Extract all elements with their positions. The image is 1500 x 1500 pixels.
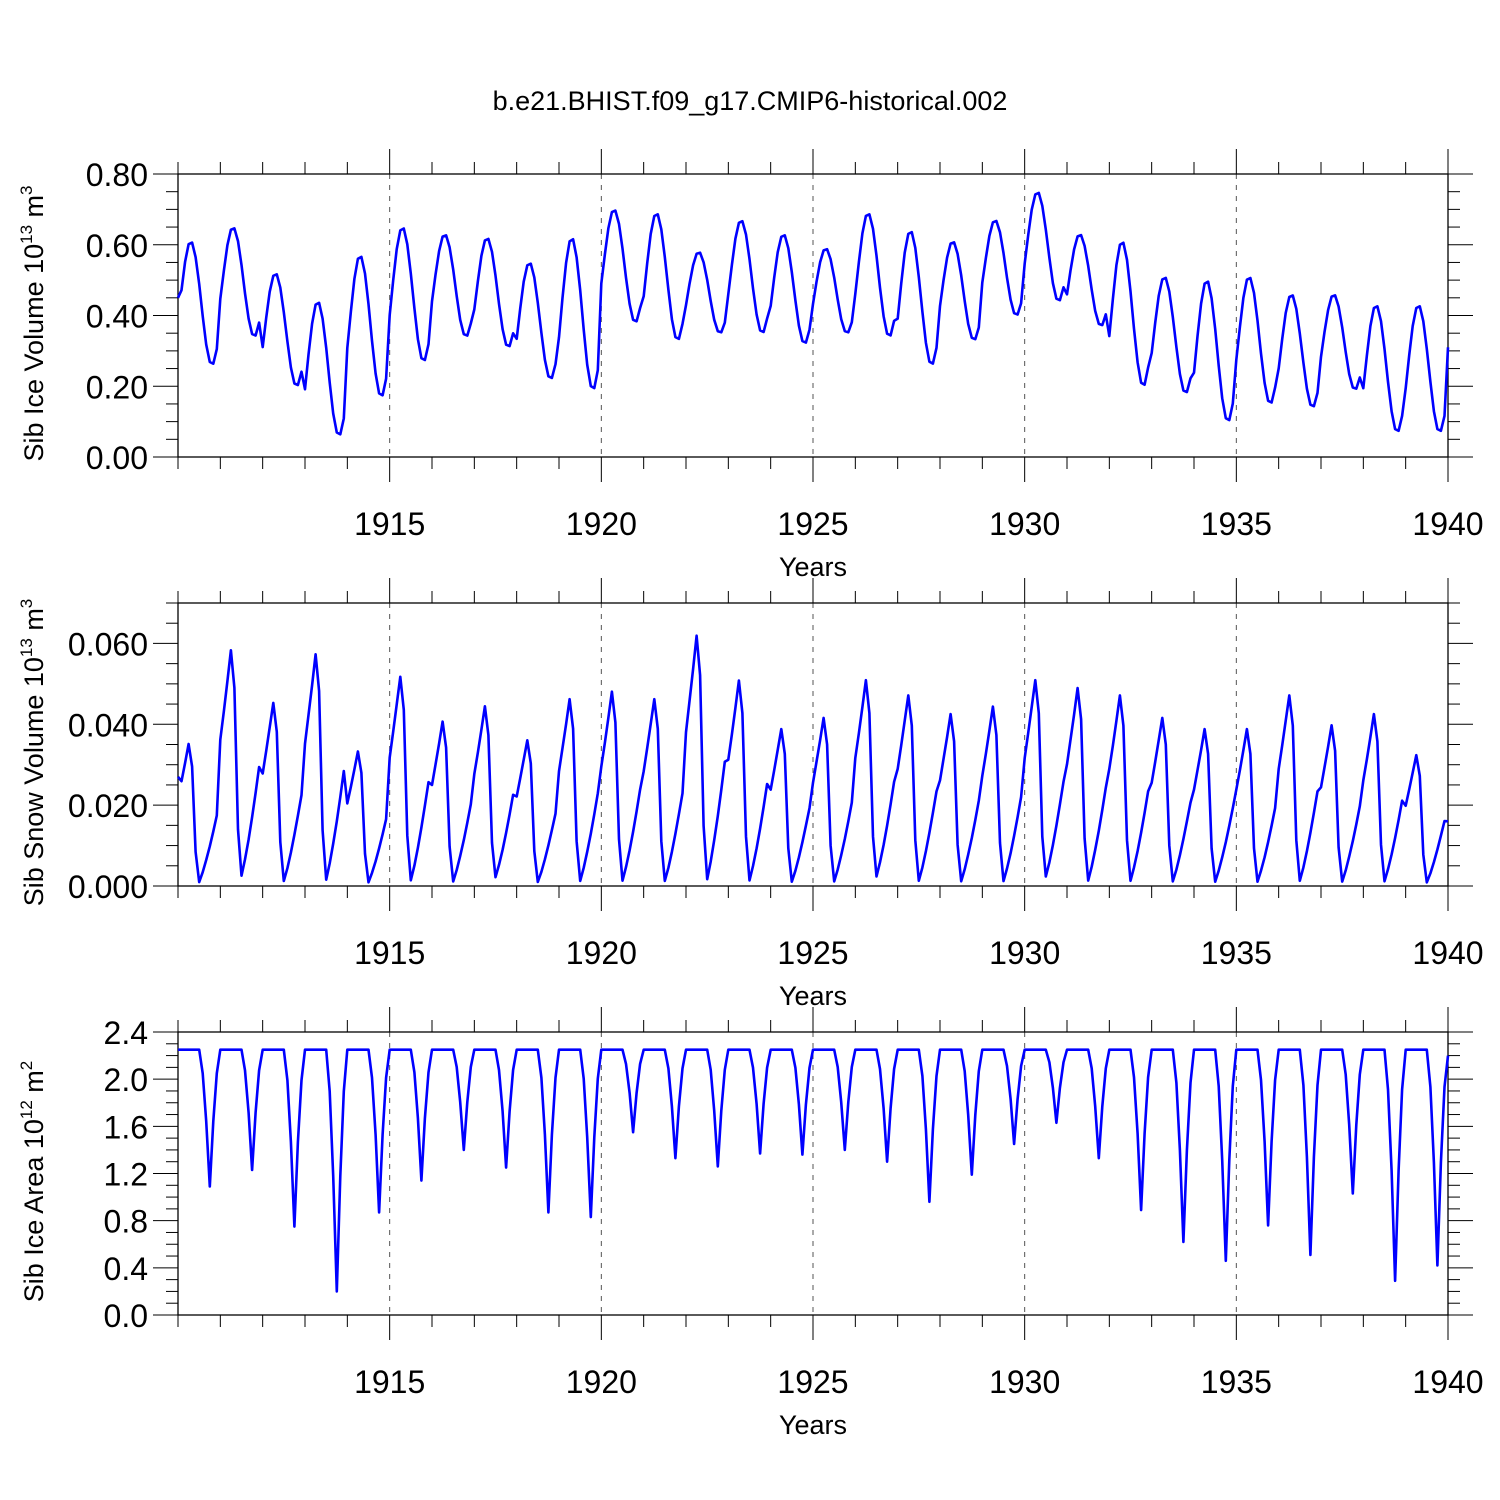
- x-tick-label: 1930: [989, 1364, 1060, 1400]
- y-tick-label: 0.8: [104, 1204, 148, 1240]
- series-line: [176, 191, 1450, 436]
- panels: 0.00 0.20 0.40 0.60 0.80 1915 1920 1925 1930 1935…: [17, 149, 1484, 1440]
- x-tick-label: 1930: [989, 506, 1060, 542]
- y-tick-label: 0.0: [104, 1298, 148, 1334]
- x-axis-label: Years: [779, 552, 847, 582]
- chart-panel-1: 0.00 0.20 0.40 0.60 0.80 1915 1920 1925 1930 1935…: [17, 149, 1484, 582]
- x-tick-label: 1935: [1201, 506, 1272, 542]
- y-tick-label: 2.0: [104, 1062, 148, 1098]
- y-axis-label-unit-exponent: 2: [17, 1061, 36, 1070]
- x-tick-label: 1940: [1412, 506, 1483, 542]
- y-axis-label-exponent: 13: [17, 225, 36, 244]
- y-axis-label: Sib Ice Area 1012 m2: [17, 1061, 49, 1303]
- plot-frame: [177, 1031, 1449, 1316]
- y-axis-label-unit-exponent: 3: [17, 599, 36, 608]
- y-axis-label-unit: m: [19, 1070, 49, 1100]
- x-tick-label: 1915: [354, 506, 425, 542]
- figure-title: b.e21.BHIST.f09_g17.CMIP6-historical.002: [493, 86, 1008, 116]
- y-axis-label-unit: m: [19, 608, 49, 638]
- x-tick-label: 1920: [566, 1364, 637, 1400]
- x-tick-label: 1915: [354, 935, 425, 971]
- series-line: [176, 634, 1449, 884]
- y-tick-label: 2.4: [104, 1015, 148, 1051]
- x-tick-label: 1940: [1412, 935, 1483, 971]
- y-axis-label-unit: m: [19, 195, 49, 225]
- x-tick-label: 1925: [777, 506, 848, 542]
- x-axis-label: Years: [779, 1410, 847, 1440]
- y-tick-label: 1.6: [104, 1109, 148, 1145]
- y-tick-label: 0.000: [68, 869, 148, 905]
- x-tick-label: 1915: [354, 1364, 425, 1400]
- y-axis-label-exponent: 12: [17, 1100, 36, 1119]
- x-tick-label: 1925: [777, 935, 848, 971]
- y-tick-label: 0.020: [68, 788, 148, 824]
- y-axis-label-text: Sib Snow Volume 10: [19, 657, 49, 906]
- y-tick-label: 0.40: [86, 299, 148, 335]
- y-tick-label: 0.00: [86, 440, 148, 476]
- x-tick-label: 1925: [777, 1364, 848, 1400]
- y-tick-label: 0.040: [68, 707, 148, 743]
- y-axis-label: Sib Ice Volume 1013 m3: [17, 185, 49, 461]
- x-tick-label: 1920: [566, 506, 637, 542]
- x-tick-label: 1930: [989, 935, 1060, 971]
- y-tick-label: 0.60: [86, 228, 148, 264]
- x-tick-label: 1920: [566, 935, 637, 971]
- y-tick-label: 0.060: [68, 626, 148, 662]
- x-tick-label: 1940: [1412, 1364, 1483, 1400]
- y-axis-label-text: Sib Ice Area 10: [19, 1119, 49, 1302]
- series-line: [178, 1048, 1450, 1293]
- plot-frame: [177, 602, 1449, 887]
- chart-panel-3: 0.0 0.4 0.8 1.2 1.6 2.0 2.4 1915 1920 1925 1930 193…: [17, 1007, 1484, 1440]
- y-axis-label: Sib Snow Volume 1013 m3: [17, 599, 49, 907]
- x-tick-label: 1935: [1201, 1364, 1272, 1400]
- y-axis-label-unit-exponent: 3: [17, 185, 36, 194]
- y-tick-label: 0.80: [86, 157, 148, 193]
- y-tick-label: 1.2: [104, 1157, 148, 1193]
- y-axis-label-exponent: 13: [17, 638, 36, 657]
- chart-panel-2: 0.000 0.020 0.040 0.060 1915 1920 1925 1930 1935…: [17, 578, 1484, 1011]
- y-axis-label-text: Sib Ice Volume 10: [19, 244, 49, 462]
- x-tick-label: 1935: [1201, 935, 1272, 971]
- y-tick-label: 0.20: [86, 369, 148, 405]
- y-tick-label: 0.4: [104, 1251, 148, 1287]
- x-axis-label: Years: [779, 981, 847, 1011]
